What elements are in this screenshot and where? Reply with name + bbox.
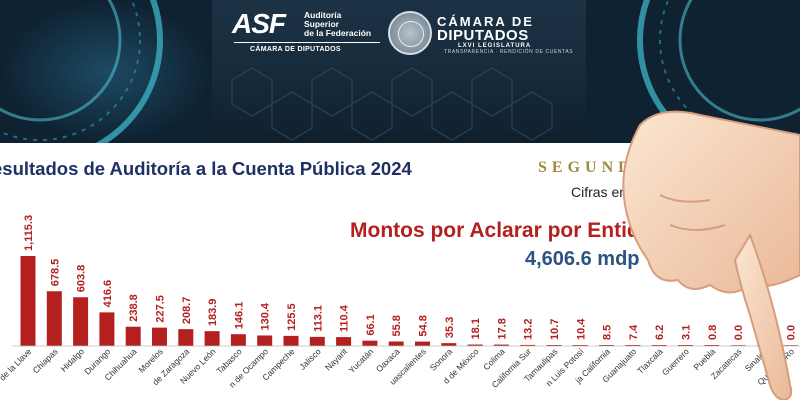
bar-24 (651, 345, 667, 346)
bar-13 (362, 340, 378, 346)
asf-logo-camara: CÁMARA DE DIPUTADOS (250, 46, 341, 53)
total-amount: 4,606.6 mdp (525, 248, 640, 270)
bar-25 (678, 345, 693, 346)
value-label-2: 603.8 (76, 265, 88, 293)
value-label-23: 7.4 (628, 324, 640, 340)
value-label-22: 8.5 (602, 325, 614, 340)
value-label-21: 10.4 (575, 318, 587, 340)
camara-logo-legislature: LXVI LEGISLATURA (458, 43, 532, 49)
value-label-17: 18.1 (470, 318, 482, 339)
bar-8 (230, 334, 246, 346)
value-label-4: 238.8 (128, 294, 140, 322)
value-label-14: 55.8 (391, 315, 403, 336)
value-label-29: 0.0 (786, 325, 798, 340)
bar-5 (152, 327, 167, 346)
value-label-7: 183.9 (207, 299, 219, 327)
value-label-8: 146.1 (233, 302, 245, 330)
bar-17 (467, 344, 483, 346)
bar-0 (20, 256, 36, 346)
bar-18 (493, 344, 509, 346)
asf-logo-letters: ASF (232, 8, 286, 39)
value-label-20: 10.7 (549, 319, 561, 340)
value-label-0: 1,115.3 (23, 215, 35, 251)
value-label-1: 678.5 (49, 259, 61, 287)
asf-logo-subtitle: Auditoría Superior de la Federación (304, 10, 372, 38)
hexagon-pattern (231, 67, 553, 141)
bar-10 (283, 335, 299, 346)
value-label-16: 35.3 (444, 317, 456, 338)
tick-label-11: Jalisco (297, 346, 323, 372)
bar-15 (415, 341, 430, 346)
bar-23 (625, 345, 641, 346)
camara-logo-main: DIPUTADOS (437, 27, 529, 44)
page-title: esultados de Auditoría a la Cuenta Públi… (0, 158, 412, 179)
bar-6 (178, 329, 194, 346)
camara-logo-top: CÁMARA DE (437, 14, 534, 29)
bar-12 (336, 337, 352, 346)
bar-9 (257, 335, 273, 346)
value-label-12: 110.4 (339, 304, 351, 332)
value-label-11: 113.1 (312, 305, 324, 332)
bar-2 (73, 297, 89, 346)
asf-logo-divider (234, 42, 380, 43)
value-label-6: 208.7 (181, 297, 193, 325)
bar-26 (704, 345, 720, 346)
bar-22 (599, 345, 615, 346)
bar-21 (572, 345, 588, 346)
decorative-background (0, 0, 800, 143)
bar-4 (125, 326, 141, 346)
value-label-24: 6.2 (654, 325, 666, 340)
value-label-26: 0.8 (707, 325, 719, 340)
tick-label-12: Nayarit (323, 346, 350, 373)
tick-label-1: Chiapas (31, 346, 60, 375)
tick-label-13: Yucatán (347, 346, 376, 375)
pointing-hand-icon (622, 110, 800, 400)
value-label-13: 66.1 (365, 314, 377, 335)
bar-16 (441, 343, 457, 346)
bar-19 (520, 344, 536, 346)
bar-1 (46, 291, 62, 346)
header-banner: ASF Auditoría Superior de la Federación … (0, 0, 800, 143)
value-label-18: 17.8 (496, 318, 508, 339)
value-label-27: 0.0 (733, 325, 745, 340)
value-label-25: 3.1 (681, 325, 693, 340)
camara-seal-icon (388, 11, 432, 55)
tick-label-0: de la Llave (0, 346, 34, 382)
value-label-19: 13.2 (523, 319, 535, 340)
value-label-15: 54.8 (418, 315, 430, 336)
bar-14 (388, 341, 404, 346)
bar-20 (546, 345, 562, 346)
bar-7 (204, 331, 220, 346)
camara-logo-motto: TRANSPARENCIA · RENDICIÓN DE CUENTAS (444, 49, 574, 55)
value-label-9: 130.4 (260, 302, 272, 330)
asf-logo: ASF Auditoría Superior de la Federación … (232, 8, 382, 53)
value-label-3: 416.6 (102, 280, 114, 308)
bar-3 (99, 312, 115, 346)
bar-11 (309, 336, 325, 346)
value-label-5: 227.5 (155, 295, 167, 323)
value-label-10: 125.5 (286, 303, 298, 331)
